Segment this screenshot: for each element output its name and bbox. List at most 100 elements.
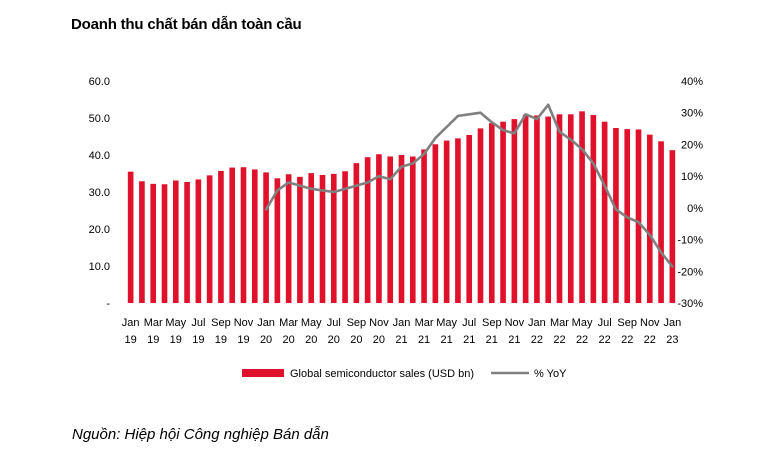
right-tick-label: 40% [681,76,703,88]
left-tick-label: 50.0 [89,113,110,125]
right-tick-label: 0% [687,203,703,215]
bar-38 [556,114,563,303]
bar-25 [409,156,416,303]
x-tick-year: 22 [576,334,588,346]
x-tick-month: Jul [191,317,205,329]
x-tick-year: 22 [644,334,656,346]
bar-0 [127,171,134,303]
legend-bar-label: Global semiconductor sales (USD bn) [290,368,474,380]
x-tick-month: Nov [234,317,254,329]
x-tick-year: 22 [621,334,633,346]
bar-5 [184,182,190,303]
x-tick-month: Jan [257,317,275,329]
x-tick-year: 19 [147,334,159,346]
x-tick-month: Mar [144,317,163,329]
bar-29 [455,138,461,303]
x-tick-month: Jan [122,317,140,329]
x-tick-year: 22 [531,334,543,346]
x-tick-year: 19 [125,334,137,346]
bar-19 [342,171,348,303]
left-tick-label: 10.0 [89,261,110,273]
bar-46 [646,134,653,303]
x-tick-month: Sep [347,317,367,329]
bar-3 [161,184,168,303]
x-tick-month: May [572,317,593,329]
x-tick-year: 21 [418,334,430,346]
bar-33 [500,121,506,303]
bar-32 [488,123,495,304]
x-tick-month: Nov [369,317,389,329]
legend: Global semiconductor sales (USD bn) % Yo… [242,368,567,380]
source-note: Nguồn: Hiệp hội Công nghiệp Bán dẫn [72,426,329,443]
legend-bar-swatch [242,369,284,377]
right-tick-label: -10% [677,235,703,247]
x-tick-year: 20 [283,334,295,346]
x-tick-year: 20 [305,334,317,346]
bar-10 [240,167,247,303]
x-tick-year: 22 [553,334,565,346]
bar-43 [613,127,619,304]
bar-18 [330,173,337,303]
left-tick-label: 30.0 [89,187,110,199]
right-tick-label: 30% [681,108,703,120]
bar-4 [172,180,179,303]
x-tick-year: 22 [599,334,611,346]
bar-9 [229,167,236,303]
x-axis: Jan 19 Mar 19 May 19 Jul 19 Sep 19 Nov 19 Jan 20 Mar 20… [122,317,681,346]
left-axis: - 10.0 20.0 30.0 40.0 50.0 60.0 [89,76,111,310]
bar-21 [364,157,371,303]
bar-28 [443,140,450,303]
x-tick-year: 23 [666,334,678,346]
x-tick-month: Mar [279,317,298,329]
bar-6 [195,179,202,303]
x-tick-year: 21 [395,334,407,346]
bar-42 [601,121,608,303]
x-tick-year: 20 [260,334,272,346]
bar-14 [285,174,292,303]
x-tick-month: May [165,317,186,329]
bar-13 [274,178,281,303]
bar-40 [579,111,585,303]
bar-15 [297,176,303,303]
x-tick-year: 19 [215,334,227,346]
bar-series [127,111,676,304]
x-tick-year: 19 [237,334,249,346]
bar-11 [251,169,258,303]
bar-8 [218,170,224,303]
x-tick-year: 19 [192,334,204,346]
bar-45 [635,129,642,303]
bar-12 [263,172,269,303]
bar-20 [353,163,360,303]
x-tick-month: Sep [482,317,502,329]
x-tick-year: 20 [350,334,362,346]
right-axis: -30% -20% -10% 0% 10% 20% 30% 40% [677,76,703,310]
bar-2 [150,183,157,303]
x-tick-year: 21 [441,334,453,346]
bar-37 [545,116,552,304]
left-tick-label: - [106,298,110,310]
x-tick-month: Jul [598,317,612,329]
x-tick-month: Mar [415,317,434,329]
x-tick-month: May [436,317,457,329]
bar-30 [466,135,473,303]
bar-24 [398,155,405,303]
right-tick-label: 20% [681,139,703,151]
x-tick-month: May [301,317,322,329]
x-tick-month: Jan [393,317,411,329]
bar-17 [319,174,326,303]
bar-23 [387,156,394,303]
left-tick-label: 40.0 [89,150,110,162]
bar-36 [534,115,540,303]
right-tick-label: 10% [681,171,703,183]
bar-26 [421,149,427,303]
right-tick-label: -30% [677,298,703,310]
left-tick-label: 20.0 [89,224,110,236]
left-tick-label: 60.0 [89,76,110,88]
legend-line-label: % YoY [534,368,567,380]
bar-41 [590,115,597,303]
x-tick-year: 19 [170,334,182,346]
x-tick-year: 20 [328,334,340,346]
x-tick-month: Sep [617,317,637,329]
bar-22 [376,154,382,303]
